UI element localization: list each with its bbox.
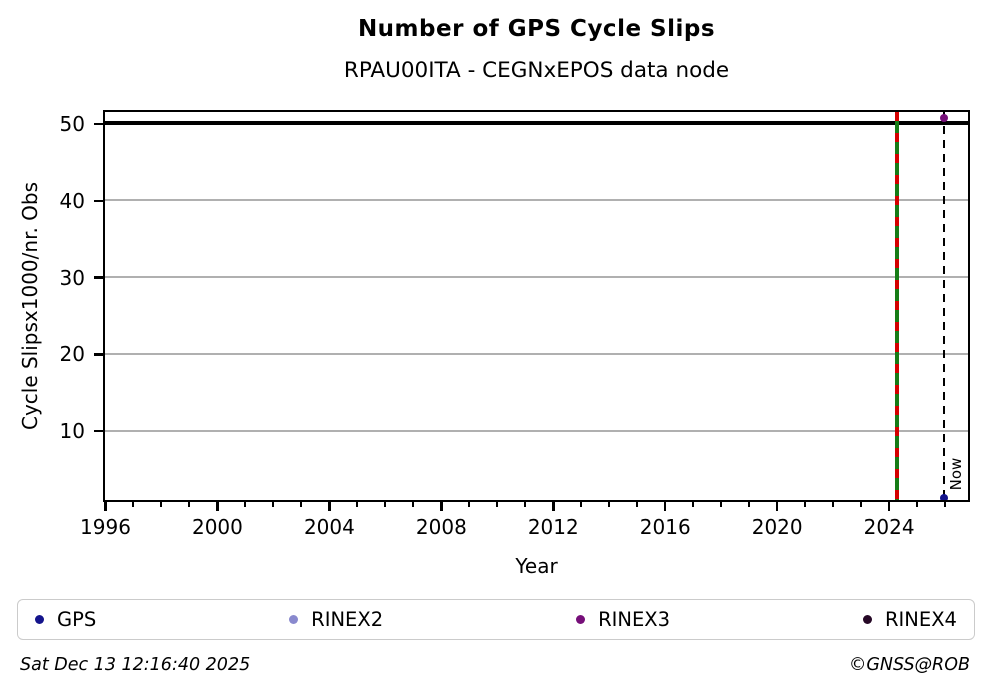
y-tick [94, 122, 103, 126]
y-tick [94, 429, 103, 433]
y-gridline [105, 352, 968, 355]
x-tick-minor [244, 502, 247, 507]
y-axis-label: Cycle Slipsx1000/nr. Obs [18, 181, 42, 431]
now-line-label: Now [946, 457, 965, 491]
x-tick-minor [608, 502, 611, 507]
x-tick-major [328, 502, 331, 511]
x-tick-minor [944, 502, 947, 507]
x-tick-minor [916, 502, 919, 507]
x-tick-minor [636, 502, 639, 507]
y-tick-label: 20 [59, 342, 85, 367]
x-tick-major [440, 502, 443, 511]
y-tick [94, 199, 103, 203]
x-tick-minor [356, 502, 359, 507]
x-tick-label: 2004 [303, 515, 355, 539]
x-tick-minor [692, 502, 695, 507]
x-tick-minor [804, 502, 807, 507]
x-tick-label: 2016 [639, 515, 691, 539]
x-tick-minor [524, 502, 527, 507]
now-line [942, 112, 946, 500]
gps-marker-icon [35, 615, 44, 624]
x-tick-minor [580, 502, 583, 507]
y-tick-label: 50 [59, 112, 85, 137]
x-tick-minor [132, 502, 135, 507]
x-tick-minor [860, 502, 863, 507]
x-tick-minor [468, 502, 471, 507]
x-tick-major [216, 502, 219, 511]
y-tick-label: 30 [59, 265, 85, 290]
y-tick-label: 40 [59, 188, 85, 213]
x-tick-minor [188, 502, 191, 507]
copyright: ©GNSS@ROB [848, 655, 970, 675]
threshold-line [105, 121, 968, 125]
x-tick-major [552, 502, 555, 511]
rinex2-marker-icon [289, 615, 299, 624]
event-line-dashes [895, 112, 899, 500]
y-tick [94, 353, 103, 356]
x-tick-major [663, 502, 667, 511]
x-axis-label: Year [515, 554, 558, 578]
plot-frame [103, 110, 970, 502]
x-tick-minor [720, 502, 723, 507]
x-tick-minor [272, 502, 275, 507]
x-tick-minor [160, 502, 163, 507]
legend-label-rinex2: RINEX2 [311, 608, 384, 631]
data-point-gps [940, 494, 949, 500]
x-tick-minor [300, 502, 303, 507]
data-point-rinex3 [940, 114, 949, 123]
x-tick-minor [832, 502, 835, 507]
x-tick-minor [496, 502, 499, 507]
rinex4-marker-icon [862, 615, 872, 624]
legend-item-rinex2: RINEX2 [289, 608, 383, 631]
x-tick-minor [384, 502, 387, 507]
x-tick-label: 1996 [80, 515, 131, 539]
x-tick-minor [412, 502, 415, 507]
legend-label-gps: GPS [57, 608, 97, 631]
x-tick-label: 2008 [415, 515, 467, 539]
legend-label-rinex4: RINEX4 [884, 608, 957, 631]
legend-item-rinex3: RINEX3 [576, 608, 670, 631]
timestamp: Sat Dec 13 12:16:40 2025 [20, 655, 251, 675]
x-tick-minor [748, 502, 751, 507]
x-tick-label: 2012 [527, 515, 579, 539]
plot-area [105, 112, 968, 500]
x-tick-label: 2020 [751, 515, 803, 539]
y-tick [94, 276, 103, 279]
chart-title: Number of GPS Cycle Slips [357, 16, 716, 42]
y-tick-label: 10 [59, 419, 85, 444]
x-tick-major [775, 502, 779, 511]
rinex3-marker-icon [576, 615, 586, 624]
x-tick-label: 2024 [863, 515, 915, 539]
chart-subtitle: RPAU00ITA - CEGNxEPOS data node [343, 58, 730, 83]
y-gridline [105, 276, 968, 279]
legend-label-rinex3: RINEX3 [598, 608, 671, 631]
x-tick-label: 2000 [191, 515, 243, 539]
legend-item-rinex4: RINEX4 [862, 608, 957, 631]
y-gridline [105, 199, 968, 202]
x-tick-major [887, 502, 891, 511]
legend-item-gps: GPS [35, 608, 96, 631]
x-tick-major [104, 502, 107, 511]
legend: GPS RINEX2 RINEX3 RINEX4 [17, 599, 975, 640]
y-gridline [105, 429, 968, 432]
